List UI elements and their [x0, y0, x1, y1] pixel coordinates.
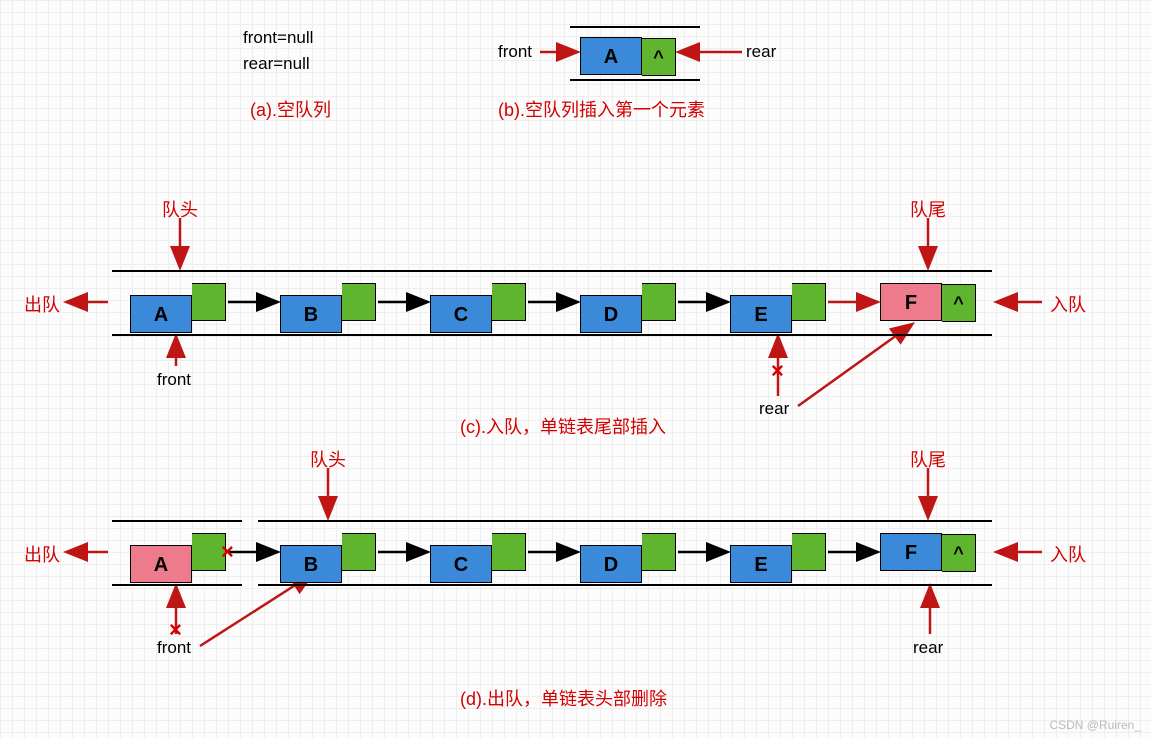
node-data-cell: F: [880, 533, 942, 571]
c-in-label: 入队: [1050, 291, 1086, 317]
node-data-cell: A: [580, 37, 642, 75]
list-node: F^: [880, 283, 976, 322]
node-data-cell: D: [580, 295, 642, 333]
node-next-cell: [192, 283, 226, 321]
a-front-null: front=null: [243, 28, 313, 48]
node-next-cell: ^: [942, 534, 976, 572]
d-x-mark-2: ×: [169, 617, 182, 643]
node-data-cell: E: [730, 295, 792, 333]
list-node: B: [280, 283, 376, 333]
node-data-cell: C: [430, 545, 492, 583]
c-rear-label: rear: [759, 399, 789, 419]
list-node: D: [580, 533, 676, 583]
list-node: A^: [580, 37, 676, 76]
watermark: CSDN @Ruiren_: [1049, 718, 1141, 732]
list-node: B: [280, 533, 376, 583]
c-out-label: 出队: [24, 291, 60, 317]
c-tail-label: 队尾: [910, 196, 946, 222]
c-x-mark: ×: [771, 358, 784, 384]
d-rule-top-a: [112, 520, 242, 522]
node-next-cell: [792, 283, 826, 321]
list-node: A: [130, 283, 226, 333]
node-data-cell: F: [880, 283, 942, 321]
c-front-label: front: [157, 370, 191, 390]
node-next-cell: [642, 283, 676, 321]
b-front-label: front: [498, 42, 532, 62]
caption-b: (b).空队列插入第一个元素: [498, 96, 705, 122]
list-node: D: [580, 283, 676, 333]
node-data-cell: C: [430, 295, 492, 333]
node-next-cell: [492, 283, 526, 321]
node-data-cell: D: [580, 545, 642, 583]
node-next-cell: [492, 533, 526, 571]
caption-d: (d).出队，单链表头部删除: [460, 685, 667, 711]
d-rule-bot-a: [112, 584, 242, 586]
d-rule-top: [258, 520, 992, 522]
c-head-label: 队头: [162, 196, 198, 222]
node-next-cell: [342, 283, 376, 321]
b-rule-top: [570, 26, 700, 28]
node-next-cell: ^: [642, 38, 676, 76]
node-data-cell: A: [130, 295, 192, 333]
node-data-cell: B: [280, 545, 342, 583]
c-rule-top: [112, 270, 992, 272]
caption-a: (a).空队列: [250, 96, 331, 122]
d-tail-label: 队尾: [910, 446, 946, 472]
d-in-label: 入队: [1050, 541, 1086, 567]
list-node: C: [430, 283, 526, 333]
list-node: A: [130, 533, 226, 583]
node-data-cell: A: [130, 545, 192, 583]
b-rear-label: rear: [746, 42, 776, 62]
list-node: F^: [880, 533, 976, 572]
list-node: E: [730, 533, 826, 583]
node-next-cell: [642, 533, 676, 571]
a-rear-null: rear=null: [243, 54, 310, 74]
b-rule-bot: [570, 79, 700, 81]
c-rule-bot: [112, 334, 992, 336]
node-data-cell: B: [280, 295, 342, 333]
list-node: C: [430, 533, 526, 583]
node-next-cell: ^: [942, 284, 976, 322]
d-x-mark-1: ×: [221, 539, 234, 565]
node-next-cell: [792, 533, 826, 571]
d-rear-label: rear: [913, 638, 943, 658]
caption-c: (c).入队，单链表尾部插入: [460, 413, 666, 439]
node-next-cell: [342, 533, 376, 571]
list-node: E: [730, 283, 826, 333]
node-data-cell: E: [730, 545, 792, 583]
d-out-label: 出队: [24, 541, 60, 567]
d-head-label: 队头: [310, 446, 346, 472]
d-rule-bot: [258, 584, 992, 586]
